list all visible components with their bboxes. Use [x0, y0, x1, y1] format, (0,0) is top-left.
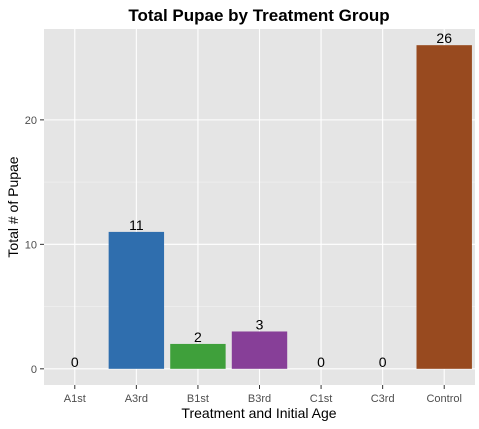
data-label-b1st: 2 [194, 329, 202, 345]
bar-a3rd [108, 231, 165, 369]
x-tick-label-c3rd: C3rd [371, 393, 395, 405]
bar-b3rd [231, 331, 288, 369]
chart-title: Total Pupae by Treatment Group [128, 6, 389, 25]
y-tick-label: 20 [25, 115, 37, 127]
x-tick-label-a1st: A1st [64, 393, 86, 405]
data-labels: 0 11 2 3 0 0 26 [71, 30, 452, 370]
y-axis: 0 10 20 [25, 115, 44, 376]
y-tick-label: 10 [25, 239, 37, 251]
bar-b1st [170, 343, 226, 369]
y-tick-label: 0 [31, 364, 37, 376]
data-label-c3rd: 0 [379, 354, 387, 370]
data-label-c1st: 0 [317, 354, 325, 370]
bars [108, 45, 472, 369]
y-axis-title: Total # of Pupae [5, 156, 21, 257]
x-tick-label-b3rd: B3rd [248, 393, 271, 405]
x-tick-label-c1st: C1st [310, 393, 333, 405]
x-tick-label-b1st: B1st [187, 393, 209, 405]
data-label-control: 26 [436, 30, 452, 46]
data-label-a3rd: 11 [129, 217, 144, 233]
bar-control [416, 45, 472, 369]
x-axis: A1st A3rd B1st B3rd C1st C3rd Control [64, 385, 462, 405]
data-label-a1st: 0 [71, 354, 79, 370]
x-axis-title: Treatment and Initial Age [181, 405, 336, 421]
data-label-b3rd: 3 [256, 316, 264, 332]
x-tick-label-a3rd: A3rd [125, 393, 148, 405]
x-tick-label-control: Control [426, 393, 461, 405]
